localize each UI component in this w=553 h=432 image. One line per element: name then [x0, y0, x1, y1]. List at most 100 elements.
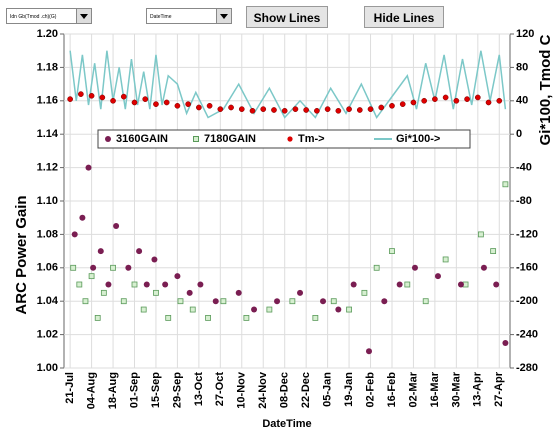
data-point [312, 314, 319, 321]
data-point [502, 339, 509, 346]
legend-label: 7180GAIN [204, 133, 256, 145]
y2-tick-label: -280 [516, 362, 538, 374]
show-lines-button[interactable]: Show Lines [246, 6, 328, 28]
dropdown-arrow[interactable] [76, 9, 91, 23]
x-tick-label: 27-Oct [214, 372, 226, 407]
data-point [260, 106, 267, 113]
legend-label: 3160GAIN [116, 133, 168, 145]
data-point [442, 256, 449, 263]
data-point [243, 314, 250, 321]
data-point [143, 281, 150, 288]
y2-tick-label: -80 [516, 195, 532, 207]
y-tick-label: 1.10 [37, 195, 58, 207]
data-point [67, 96, 73, 102]
y2-tick-label: 0 [516, 128, 522, 140]
legend-marker [287, 136, 293, 142]
data-point [120, 298, 127, 305]
data-line [69, 50, 507, 119]
data-point [271, 107, 277, 113]
data-point [396, 281, 403, 288]
data-point [421, 97, 428, 104]
data-point [94, 314, 101, 321]
data-point [457, 281, 464, 288]
x-tick-label: 21-Jul [64, 372, 76, 404]
data-point [292, 106, 299, 113]
data-point [378, 104, 385, 111]
x-tick-label: 08-Dec [279, 372, 291, 408]
data-point [453, 97, 460, 104]
data-point [206, 102, 213, 109]
x-tick-label: 05-Jan [322, 372, 334, 407]
data-point [367, 106, 374, 113]
data-point [88, 273, 95, 280]
data-point [314, 107, 320, 114]
data-point [361, 289, 368, 296]
legend-marker [105, 136, 111, 142]
data-point [480, 264, 487, 271]
data-point [113, 223, 120, 230]
data-point [502, 181, 509, 188]
x-tick-label: 13-Apr [472, 371, 484, 407]
hide-lines-button[interactable]: Hide Lines [364, 6, 444, 28]
data-point [346, 306, 352, 313]
data-point [410, 99, 417, 106]
data-point [238, 106, 245, 113]
data-point [330, 298, 337, 305]
data-point [235, 289, 242, 296]
data-point [177, 298, 184, 305]
data-point [99, 94, 106, 101]
data-point [493, 281, 500, 288]
data-point [110, 97, 116, 104]
data-point [163, 99, 170, 106]
data-point [442, 94, 449, 101]
y2-tick-label: -160 [516, 262, 538, 274]
data-point [174, 102, 181, 109]
y-tick-label: 1.18 [37, 61, 58, 73]
data-point [335, 306, 342, 313]
y2-tick-label: 40 [516, 95, 528, 107]
x-tick-label: 29-Sep [171, 372, 183, 408]
data-point [88, 92, 95, 99]
data-point [205, 314, 211, 321]
y2-tick-label: -120 [516, 228, 538, 240]
data-point [274, 298, 281, 305]
data-point [162, 281, 169, 288]
data-point [70, 264, 77, 271]
data-point [125, 264, 132, 271]
data-point [131, 281, 138, 288]
data-point [71, 231, 78, 238]
data-point [422, 298, 429, 305]
y-tick-label: 1.14 [37, 128, 59, 140]
x-axis-label: DateTime [262, 418, 311, 430]
x-tick-label: 10-Nov [236, 371, 248, 409]
x-dropdown[interactable]: DateTime [146, 8, 232, 24]
data-point [189, 306, 196, 313]
data-point [373, 264, 380, 271]
x-tick-label: 15-Sep [150, 372, 162, 408]
data-point [165, 314, 172, 321]
dropdown-arrow[interactable] [216, 9, 231, 23]
y2-tick-label: -200 [516, 295, 538, 307]
data-point [381, 298, 388, 305]
y2-tick-label: -240 [516, 329, 538, 341]
legend-box [97, 129, 471, 149]
y-tick-label: 1.20 [37, 28, 58, 40]
data-point [389, 248, 395, 255]
x-tick-label: 02-Feb [364, 372, 376, 408]
x-tick-label: 30-Mar [450, 371, 462, 407]
data-point [120, 93, 127, 100]
legend-label: Gi*100-> [396, 133, 440, 145]
data-point [496, 97, 503, 104]
y-axis-label: ARC Power Gain [13, 195, 30, 314]
x-tick-label: 16-Mar [429, 371, 441, 407]
data-point [76, 281, 83, 288]
y-tick-label: 1.04 [37, 295, 59, 307]
series-dropdown[interactable]: Idn Gb(Tmod .ch)(G) [6, 8, 92, 24]
data-point [303, 107, 310, 113]
x-tick-label: 24-Nov [257, 371, 269, 409]
x-tick-label: 16-Feb [386, 372, 398, 408]
data-point [320, 298, 327, 305]
data-point [79, 214, 86, 221]
legend-marker [193, 136, 199, 142]
